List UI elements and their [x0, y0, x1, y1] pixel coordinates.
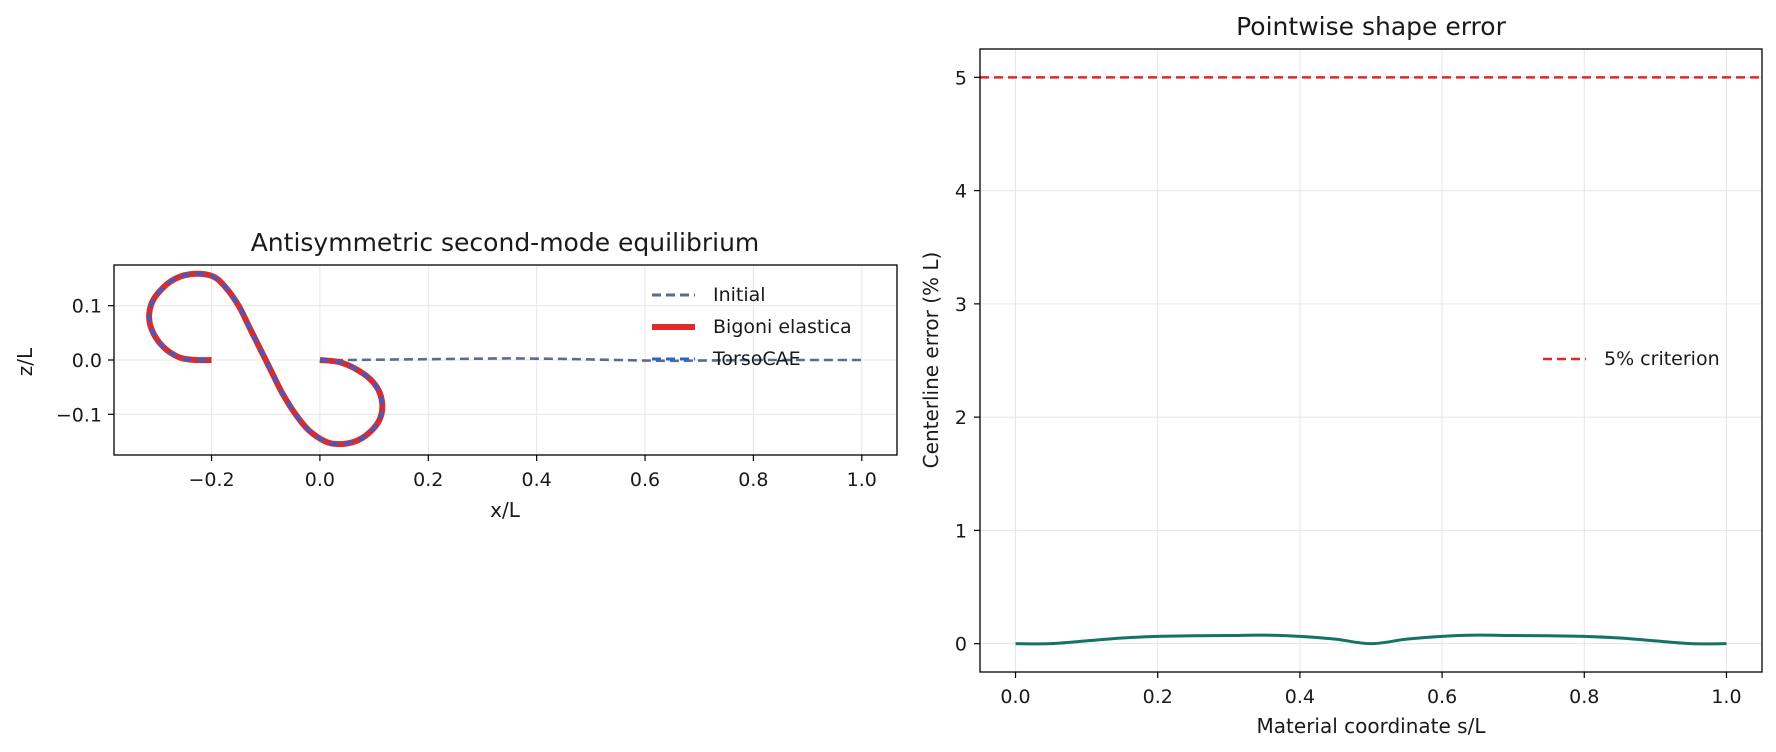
left-y-tick-label: 0.1: [72, 296, 102, 318]
right-y-tick-label: 4: [955, 181, 967, 203]
left-panel: −0.2 0.0 0.2 0.4 0.6 0.8 1.0 −0.1 0.0 0.1 Antisym…: [13, 228, 898, 522]
left-x-tick-label: 0.6: [630, 469, 660, 491]
series-initial-line: [319, 357, 862, 363]
legend-label-torsocae: TorsoCAE: [712, 348, 801, 370]
left-legend: Initial Bigoni elastica TorsoCAE: [652, 284, 852, 370]
left-y-axis-label: z/L: [13, 347, 37, 376]
right-y-tick-label: 0: [955, 634, 967, 656]
right-y-tick-label: 1: [955, 520, 967, 542]
left-x-tick-label: −0.2: [188, 469, 234, 491]
right-panel: 0.0 0.2 0.4 0.6 0.8 1.0 0 1 2 3 4 5 Pointwise shape…: [919, 12, 1763, 738]
legend-label-initial: Initial: [713, 284, 766, 306]
right-x-tick-label: 0.2: [1143, 686, 1173, 708]
right-y-axis-label: Centerline error (% L): [919, 252, 943, 469]
series-error-line: [1015, 633, 1727, 646]
left-x-tick-label: 1.0: [847, 469, 877, 491]
right-x-tick-label: 1.0: [1711, 686, 1741, 708]
left-x-axis-label: x/L: [490, 498, 521, 522]
left-chart-title: Antisymmetric second-mode equilibrium: [251, 228, 760, 257]
legend-label-bigoni: Bigoni elastica: [713, 316, 852, 338]
right-y-tick-label: 2: [955, 407, 967, 429]
legend-label-criterion: 5% criterion: [1604, 348, 1720, 370]
right-x-tick-label: 0.6: [1427, 686, 1457, 708]
right-y-tick-label: 5: [955, 67, 967, 89]
left-x-tick-label: 0.2: [413, 469, 443, 491]
left-x-tick-label: 0.0: [305, 469, 335, 491]
right-x-tick-label: 0.4: [1285, 686, 1315, 708]
right-legend: 5% criterion: [1543, 348, 1720, 370]
right-axes-frame: [979, 48, 1763, 673]
right-x-tick-label: 0.0: [1000, 686, 1030, 708]
series-torsocae-line: [147, 272, 384, 446]
right-chart-title: Pointwise shape error: [1236, 12, 1506, 41]
left-x-tick-label: 0.4: [522, 469, 552, 491]
left-y-tick-label: −0.1: [56, 404, 102, 426]
right-x-tick-label: 0.8: [1569, 686, 1599, 708]
right-x-axis-label: Material coordinate s/L: [1257, 714, 1487, 738]
left-y-tick-label: 0.0: [72, 350, 102, 372]
left-x-tick-label: 0.8: [738, 469, 768, 491]
right-y-tick-label: 3: [955, 294, 967, 316]
